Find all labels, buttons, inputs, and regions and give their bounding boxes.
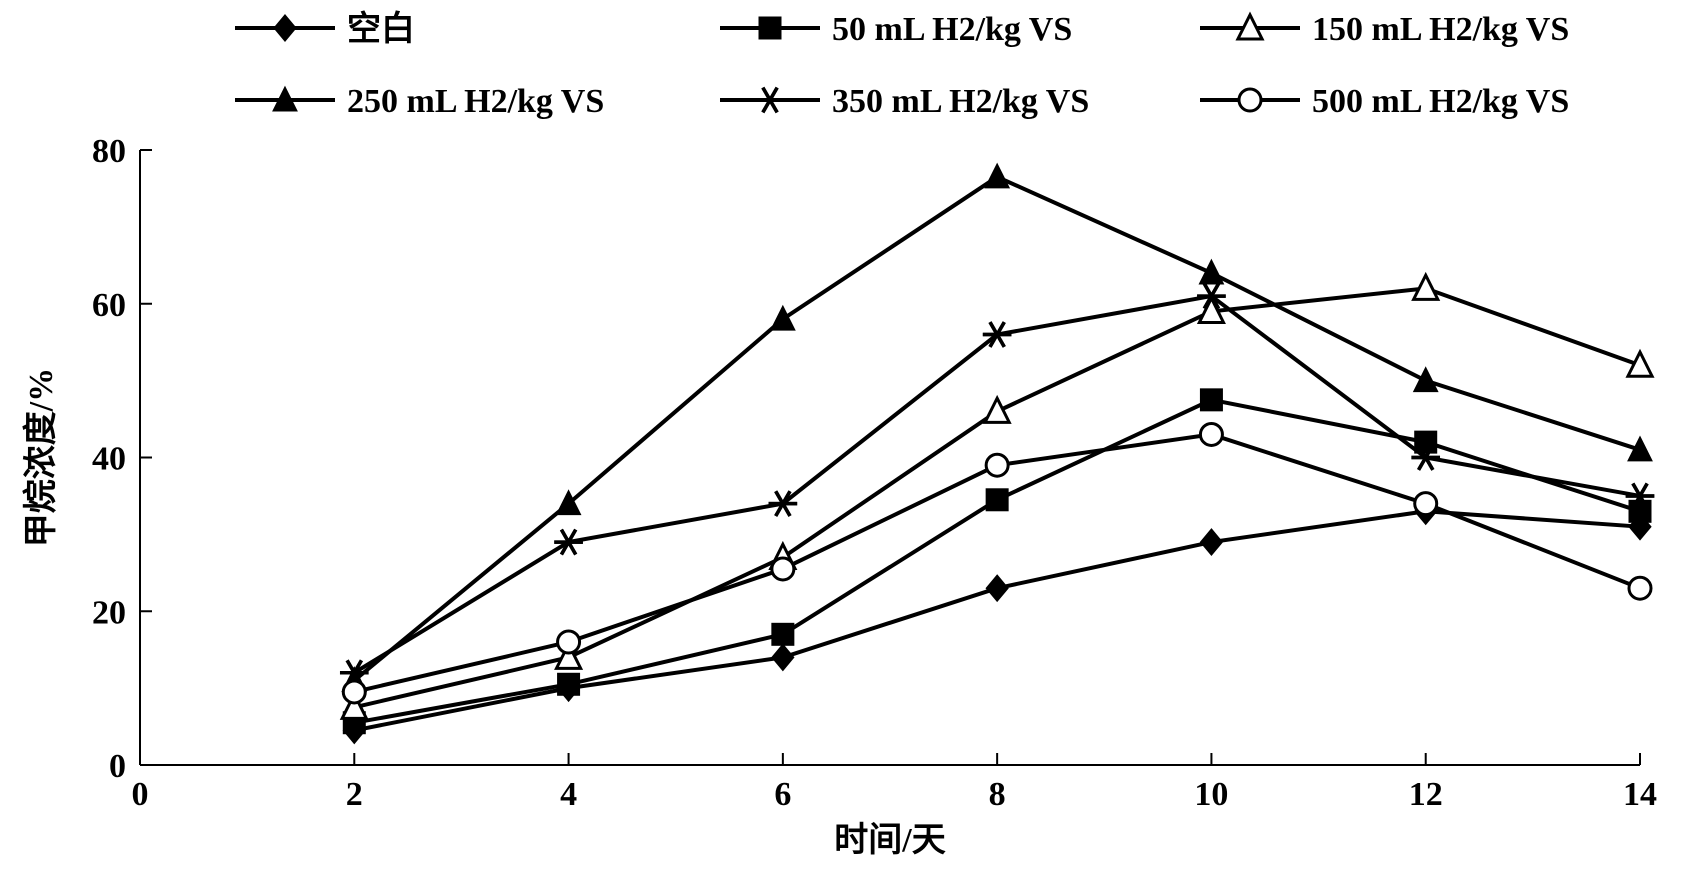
legend-label: 150 mL H2/kg VS: [1312, 11, 1569, 48]
x-tick-label: 12: [1409, 776, 1443, 813]
methane-concentration-chart: 0 2 4 6 8 10 12 14 时间/天 0 20 40 60 80 甲烷浓度/% 空白 50 mL H2…: [0, 0, 1682, 871]
legend-label: 空白: [347, 10, 415, 48]
y-tick-label: 60: [92, 287, 126, 324]
legend-label: 50 mL H2/kg VS: [832, 11, 1072, 48]
x-tick-label: 6: [774, 776, 791, 813]
x-tick-label: 14: [1623, 776, 1657, 813]
x-tick-label: 10: [1194, 776, 1228, 813]
y-tick-label: 0: [109, 748, 126, 785]
y-tick-label: 20: [92, 594, 126, 631]
legend-label: 250 mL H2/kg VS: [347, 83, 604, 120]
y-tick-label: 80: [92, 133, 126, 170]
legend-label: 350 mL H2/kg VS: [832, 83, 1089, 120]
x-tick-label: 8: [989, 776, 1006, 813]
x-axis-title: 时间/天: [834, 821, 945, 859]
x-tick-label: 2: [346, 776, 363, 813]
y-axis-title: 甲烷浓度/%: [21, 368, 60, 547]
legend-label: 500 mL H2/kg VS: [1312, 83, 1569, 120]
x-tick-label: 0: [132, 776, 149, 813]
x-tick-label: 4: [560, 776, 577, 813]
y-tick-label: 40: [92, 441, 126, 478]
